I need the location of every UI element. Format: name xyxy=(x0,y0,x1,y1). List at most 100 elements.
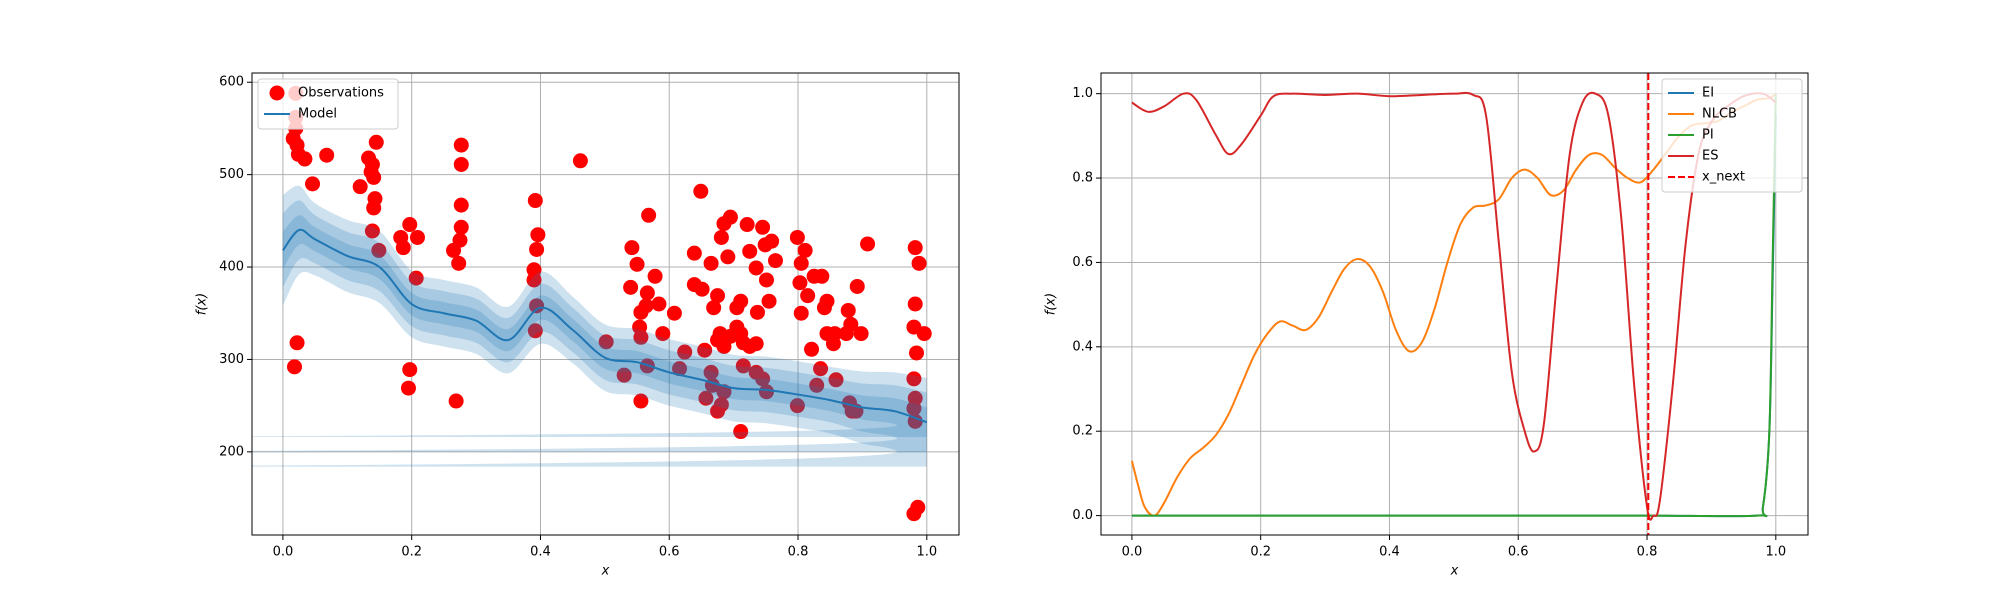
observation xyxy=(527,193,543,209)
confidence-band xyxy=(252,185,927,467)
observation xyxy=(319,147,335,163)
y-tick-label: 0.6 xyxy=(1072,255,1093,270)
observation xyxy=(697,342,713,358)
observation xyxy=(371,242,387,258)
observation xyxy=(647,268,663,284)
confidence-band xyxy=(252,215,927,438)
observation xyxy=(624,240,640,256)
observation xyxy=(633,393,649,409)
observation xyxy=(368,134,384,150)
observation xyxy=(453,197,469,213)
observation xyxy=(408,270,424,286)
observation xyxy=(452,232,468,248)
x-tick-label: 0.8 xyxy=(788,545,809,560)
observation xyxy=(402,362,418,378)
x-tick-label: 1.0 xyxy=(1765,545,1786,560)
observation xyxy=(672,361,688,377)
observation xyxy=(666,305,682,321)
observation xyxy=(694,281,710,297)
observation xyxy=(710,288,726,304)
observation xyxy=(409,229,425,245)
observation xyxy=(909,345,925,361)
x-tick-label: 0.0 xyxy=(1122,545,1143,560)
observation xyxy=(828,372,844,388)
observation xyxy=(366,200,382,216)
observation xyxy=(703,255,719,271)
observation xyxy=(698,390,714,406)
axes-frame xyxy=(251,72,960,536)
y-tick-label: 0.8 xyxy=(1072,171,1093,186)
legend-label: Model xyxy=(298,107,337,122)
observation xyxy=(853,326,869,342)
observation xyxy=(755,371,771,387)
y-tick-label: 300 xyxy=(219,352,244,367)
observation xyxy=(733,293,749,309)
observation xyxy=(916,326,932,342)
observation xyxy=(739,217,755,233)
observation xyxy=(733,424,749,440)
observation xyxy=(907,296,923,312)
observation xyxy=(819,293,835,309)
x-tick-label: 0.2 xyxy=(401,545,422,560)
observation xyxy=(860,236,876,252)
observation xyxy=(789,398,805,414)
legend-box xyxy=(1661,78,1803,193)
y-tick-label: 400 xyxy=(219,260,244,275)
observation xyxy=(529,241,545,257)
observation xyxy=(713,397,729,413)
y-tick-label: 1.0 xyxy=(1072,86,1093,101)
observation xyxy=(453,219,469,235)
observation xyxy=(789,229,805,245)
legend-label: PI xyxy=(1702,128,1714,143)
observation xyxy=(0,391,8,406)
y-tick-label: 500 xyxy=(219,167,244,182)
line xyxy=(1131,91,1777,521)
observation xyxy=(758,384,774,400)
observation xyxy=(813,361,829,377)
observation xyxy=(755,219,771,235)
y-tick-label: 200 xyxy=(219,444,244,459)
legend: Observations Model xyxy=(257,78,399,130)
observation xyxy=(793,305,809,321)
observation xyxy=(767,253,783,269)
line xyxy=(1131,93,1777,518)
observation xyxy=(364,223,380,239)
legend-label: EI xyxy=(1702,86,1714,101)
y-axis-label: f(x) xyxy=(195,293,210,315)
observation xyxy=(706,300,722,316)
legend-label: NLCB xyxy=(1702,107,1737,122)
observation xyxy=(529,298,545,314)
legend-box xyxy=(257,78,399,130)
observation xyxy=(735,358,751,374)
legend: EI NLCB PI ES x_next xyxy=(1661,78,1803,193)
observation xyxy=(797,242,813,258)
observation xyxy=(572,153,588,169)
observation xyxy=(729,319,745,335)
x-tick-label: 0.8 xyxy=(1637,545,1658,560)
observation xyxy=(720,249,736,265)
observation xyxy=(453,156,469,172)
observation xyxy=(633,329,649,345)
observation xyxy=(722,209,738,225)
observation xyxy=(641,207,657,223)
observation xyxy=(639,285,655,301)
observation xyxy=(758,272,774,288)
observation xyxy=(453,137,469,153)
observation xyxy=(286,359,302,375)
observation xyxy=(616,367,632,383)
observation xyxy=(703,364,719,380)
y-tick-label: 0.2 xyxy=(1072,424,1093,439)
observation xyxy=(448,393,464,409)
observation xyxy=(716,384,732,400)
legend-label: ES xyxy=(1702,149,1718,164)
observation xyxy=(749,304,765,320)
observation xyxy=(526,272,542,288)
observation xyxy=(677,344,693,360)
y-axis-label: f(x) xyxy=(1044,293,1059,315)
observation xyxy=(297,151,313,167)
x-tick-label: 0.0 xyxy=(273,545,294,560)
observation xyxy=(907,240,923,256)
observation xyxy=(686,245,702,261)
